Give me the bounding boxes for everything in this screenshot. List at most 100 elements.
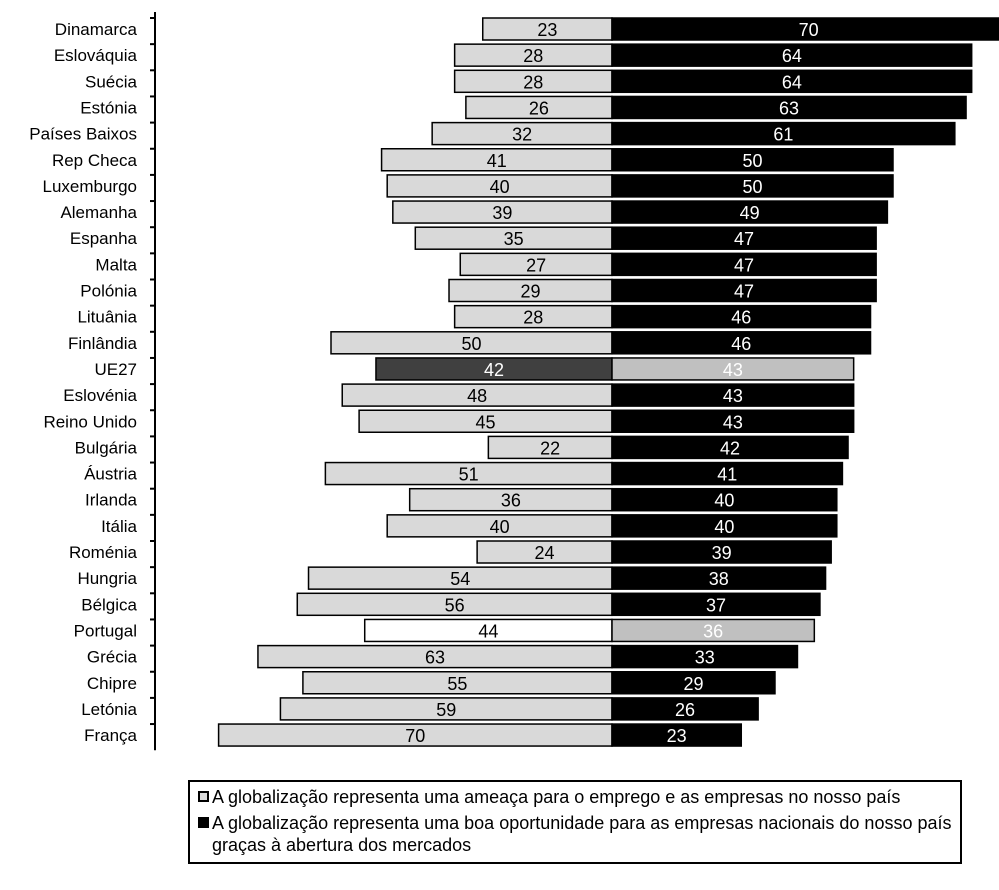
value-label-opportunity-suécia: 64 xyxy=(782,72,802,92)
category-label-polónia: Polónia xyxy=(80,282,137,301)
category-label-dinamarca: Dinamarca xyxy=(55,20,138,39)
category-label-luxemburgo: Luxemburgo xyxy=(42,177,137,196)
value-label-opportunity-frança: 23 xyxy=(667,726,687,746)
legend-label-threat: A globalização representa uma ameaça par… xyxy=(212,787,901,807)
value-label-threat-espanha: 35 xyxy=(504,229,524,249)
value-label-threat-eslovénia: 48 xyxy=(467,386,487,406)
value-label-threat-rep-checa: 41 xyxy=(487,151,507,171)
value-label-opportunity-letónia: 26 xyxy=(675,700,695,720)
value-label-opportunity-luxemburgo: 50 xyxy=(742,177,762,197)
value-label-threat-suécia: 28 xyxy=(523,72,543,92)
bar-opportunity-países-baixos xyxy=(611,121,956,146)
category-label-lituânia: Lituânia xyxy=(77,308,137,327)
bar-opportunity-espanha xyxy=(611,226,877,250)
value-label-threat-malta: 27 xyxy=(526,255,546,275)
bar-opportunity-eslováquia xyxy=(611,43,973,67)
category-label-itália: Itália xyxy=(101,517,137,536)
value-label-opportunity-eslovénia: 43 xyxy=(723,386,743,406)
value-label-threat-chipre: 55 xyxy=(447,674,467,694)
bar-opportunity-estónia xyxy=(611,95,967,120)
bar-opportunity-bélgica xyxy=(611,592,821,617)
category-label-países-baixos: Países Baixos xyxy=(29,125,137,144)
legend-swatch-dark-square-icon xyxy=(198,817,209,828)
value-label-threat-itália: 40 xyxy=(490,517,510,537)
value-label-opportunity-bulgária: 42 xyxy=(720,438,740,458)
value-label-threat-letónia: 59 xyxy=(436,700,456,720)
value-label-opportunity-lituânia: 46 xyxy=(731,308,751,328)
category-label-rep-checa: Rep Checa xyxy=(52,151,138,170)
category-label-frança: França xyxy=(84,726,137,745)
value-label-opportunity-malta: 47 xyxy=(734,255,754,275)
bar-opportunity-lituânia xyxy=(611,304,872,329)
value-label-threat-portugal: 44 xyxy=(478,621,498,641)
category-label-bélgica: Bélgica xyxy=(81,595,137,614)
value-label-opportunity-eslováquia: 64 xyxy=(782,46,802,66)
legend-item-opportunity: A globalização representa uma boa oportu… xyxy=(198,812,952,856)
value-label-threat-estónia: 26 xyxy=(529,98,549,118)
value-label-opportunity-países-baixos: 61 xyxy=(773,125,793,145)
bar-opportunity-roménia xyxy=(611,540,832,564)
value-label-opportunity-itália: 40 xyxy=(714,517,734,537)
category-label-bulgária: Bulgária xyxy=(75,438,138,457)
value-label-opportunity-reino-unido: 43 xyxy=(723,412,743,432)
bar-opportunity-alemanha xyxy=(611,200,889,224)
category-label-espanha: Espanha xyxy=(70,229,138,248)
category-label-reino-unido: Reino Unido xyxy=(43,412,137,431)
value-label-opportunity-espanha: 47 xyxy=(734,229,754,249)
bar-opportunity-itália xyxy=(611,514,838,538)
chart-legend: A globalização representa uma ameaça par… xyxy=(188,780,962,864)
value-label-threat-bulgária: 22 xyxy=(540,438,560,458)
category-label-áustria: Áustria xyxy=(84,465,137,484)
value-label-opportunity-ue27: 43 xyxy=(723,360,743,380)
value-label-threat-áustria: 51 xyxy=(459,465,479,485)
value-label-threat-reino-unido: 45 xyxy=(476,412,496,432)
value-label-opportunity-roménia: 39 xyxy=(712,543,732,563)
value-label-threat-alemanha: 39 xyxy=(492,203,512,223)
legend-swatch-light-square-icon xyxy=(198,791,209,802)
value-label-threat-roménia: 24 xyxy=(535,543,555,563)
diverging-bar-chart: Dinamarca 23 70 Eslováquia 28 64 Suécia 28 64 Est… xyxy=(29,12,999,751)
category-label-chipre: Chipre xyxy=(87,674,137,693)
category-label-grécia: Grécia xyxy=(87,648,138,667)
legend-item-threat: A globalização representa uma ameaça par… xyxy=(198,786,952,808)
value-label-threat-países-baixos: 32 xyxy=(512,125,532,145)
bar-opportunity-áustria xyxy=(611,461,844,486)
bar-opportunity-eslovénia xyxy=(611,383,855,407)
bar-opportunity-portugal xyxy=(611,618,816,643)
bar-opportunity-reino-unido xyxy=(611,409,855,433)
bar-opportunity-polónia xyxy=(611,278,877,303)
legend-label-opportunity: A globalização representa uma boa oportu… xyxy=(212,813,952,855)
category-label-eslovénia: Eslovénia xyxy=(63,386,137,405)
bar-opportunity-hungria xyxy=(611,566,827,590)
bar-opportunity-bulgária xyxy=(611,435,849,460)
value-label-threat-eslováquia: 28 xyxy=(523,46,543,66)
value-label-opportunity-áustria: 41 xyxy=(717,465,737,485)
value-label-opportunity-irlanda: 40 xyxy=(714,491,734,511)
value-label-threat-frança: 70 xyxy=(405,726,425,746)
value-label-threat-irlanda: 36 xyxy=(501,491,521,511)
category-label-eslováquia: Eslováquia xyxy=(54,46,138,65)
bar-opportunity-suécia xyxy=(611,69,973,94)
value-label-threat-ue27: 42 xyxy=(484,360,504,380)
value-label-threat-luxemburgo: 40 xyxy=(490,177,510,197)
value-label-opportunity-portugal: 36 xyxy=(703,621,723,641)
value-label-opportunity-polónia: 47 xyxy=(734,282,754,302)
bar-opportunity-chipre xyxy=(611,671,776,695)
bar-opportunity-ue27 xyxy=(611,357,855,381)
category-label-estónia: Estónia xyxy=(80,98,137,117)
value-label-threat-finlândia: 50 xyxy=(461,334,481,354)
value-label-opportunity-dinamarca: 70 xyxy=(799,20,819,40)
value-label-opportunity-estónia: 63 xyxy=(779,98,799,118)
value-label-opportunity-alemanha: 49 xyxy=(740,203,760,223)
category-label-roménia: Roménia xyxy=(69,543,138,562)
category-label-irlanda: Irlanda xyxy=(85,491,138,510)
category-label-portugal: Portugal xyxy=(74,621,137,640)
value-label-opportunity-rep-checa: 50 xyxy=(742,151,762,171)
category-label-hungria: Hungria xyxy=(77,569,137,588)
value-label-threat-dinamarca: 23 xyxy=(537,20,557,40)
bar-opportunity-rep-checa xyxy=(611,148,894,172)
value-label-threat-polónia: 29 xyxy=(520,282,540,302)
bar-opportunity-luxemburgo xyxy=(611,174,894,198)
category-label-finlândia: Finlândia xyxy=(68,334,138,353)
category-label-letónia: Letónia xyxy=(81,700,137,719)
